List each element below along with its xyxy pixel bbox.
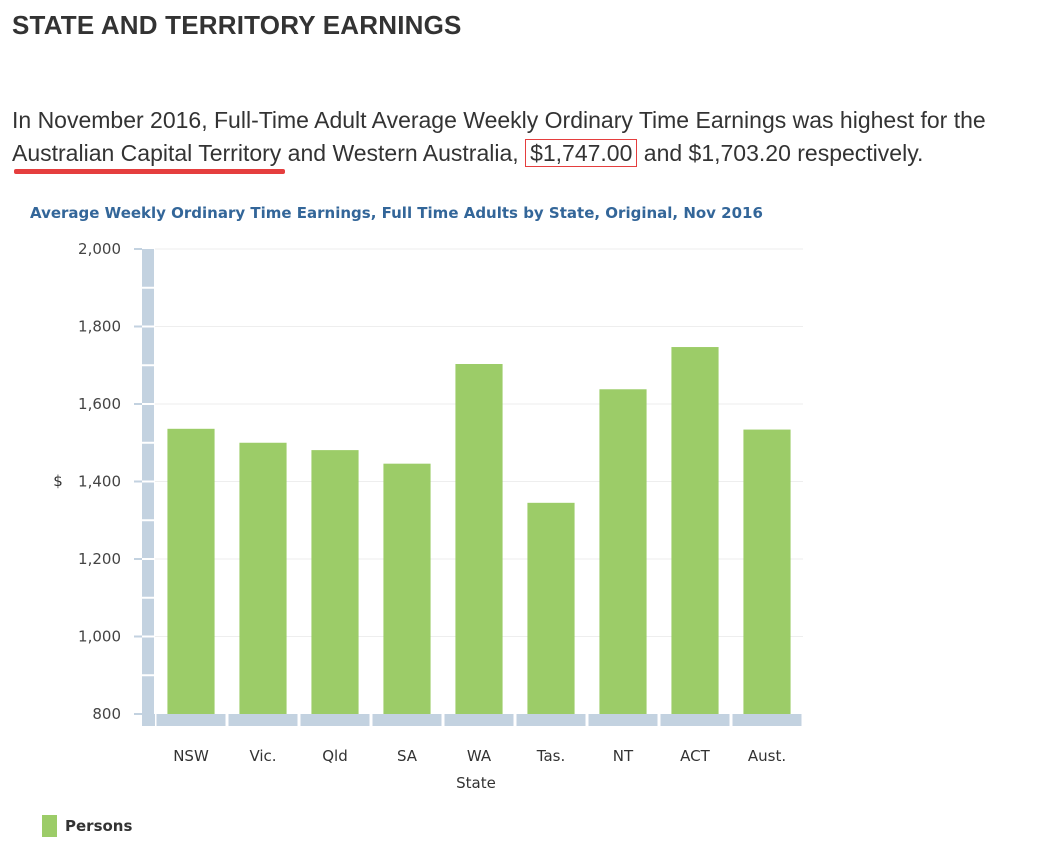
highlighted-value: $1,747.00 <box>525 139 638 167</box>
x-axis-band-segment <box>732 714 802 726</box>
x-category-label: ACT <box>680 747 710 765</box>
x-category-label: NSW <box>173 747 209 765</box>
legend-swatch-persons[interactable] <box>42 815 57 837</box>
x-category-label: Qld <box>322 747 348 765</box>
bar-wa[interactable] <box>455 364 503 714</box>
x-axis-band-segment <box>228 714 298 726</box>
x-axis-title: State <box>456 774 496 792</box>
bar-sa[interactable] <box>383 463 431 714</box>
x-axis-band-segment <box>588 714 658 726</box>
axis-band-corner <box>142 714 155 726</box>
bars <box>167 347 791 714</box>
y-tick-labels: 800 1,000 1,200 1,400 1,600 1,800 2,000 <box>78 240 121 723</box>
legend-label-persons[interactable]: Persons <box>65 817 132 835</box>
x-axis-band-segment <box>516 714 586 726</box>
chart-title: Average Weekly Ordinary Time Earnings, F… <box>30 204 763 222</box>
y-axis-title: $ <box>53 472 63 490</box>
x-category-labels: NSW Vic. Qld SA WA Tas. NT ACT Aust. <box>173 747 786 765</box>
y-tick-label: 1,000 <box>78 628 121 646</box>
y-tick-label: 1,800 <box>78 318 121 336</box>
x-category-label: Vic. <box>249 747 276 765</box>
x-category-label: Tas. <box>536 747 565 765</box>
legend[interactable]: Persons <box>42 815 132 837</box>
page-title: STATE AND TERRITORY EARNINGS <box>12 10 462 40</box>
bar-nt[interactable] <box>599 389 647 714</box>
x-category-label: SA <box>397 747 418 765</box>
x-category-label: WA <box>467 747 492 765</box>
bar-act[interactable] <box>671 347 719 714</box>
y-tick-label: 1,600 <box>78 395 121 413</box>
y-tick-label: 1,400 <box>78 473 121 491</box>
intro-text-after: and $1,703.20 respectively. <box>637 140 924 166</box>
y-tick-label: 2,000 <box>78 240 121 258</box>
bar-aust[interactable] <box>743 429 791 714</box>
x-category-label: Aust. <box>748 747 786 765</box>
x-axis-band-segment <box>156 714 226 726</box>
y-axis-band <box>142 249 154 726</box>
bar-tas[interactable] <box>527 502 575 714</box>
x-axis-band-segment <box>660 714 730 726</box>
y-tick-label: 1,200 <box>78 550 121 568</box>
bar-vic[interactable] <box>239 442 287 714</box>
bar-qld[interactable] <box>311 450 359 714</box>
bar-nsw[interactable] <box>167 428 215 714</box>
x-axis-band-segment <box>444 714 514 726</box>
intro-paragraph: In November 2016, Full-Time Adult Averag… <box>12 104 1052 174</box>
intro-text-before: In November 2016, Full-Time Adult Averag… <box>12 107 986 133</box>
y-tick-label: 800 <box>92 705 121 723</box>
x-axis-band-segment <box>372 714 442 726</box>
highlighted-state: Australian Capital Territory <box>12 137 286 174</box>
red-underline-annotation <box>14 169 286 174</box>
bar-chart: Average Weekly Ordinary Time Earnings, F… <box>30 204 803 837</box>
axis-bands <box>134 248 802 726</box>
x-axis-band-segment <box>300 714 370 726</box>
highlighted-state-label: Australian Capital Territory <box>12 140 282 166</box>
x-category-label: NT <box>613 747 634 765</box>
chart-container: Average Weekly Ordinary Time Earnings, F… <box>0 195 1059 849</box>
intro-text-middle: and Western Australia, <box>281 140 526 166</box>
